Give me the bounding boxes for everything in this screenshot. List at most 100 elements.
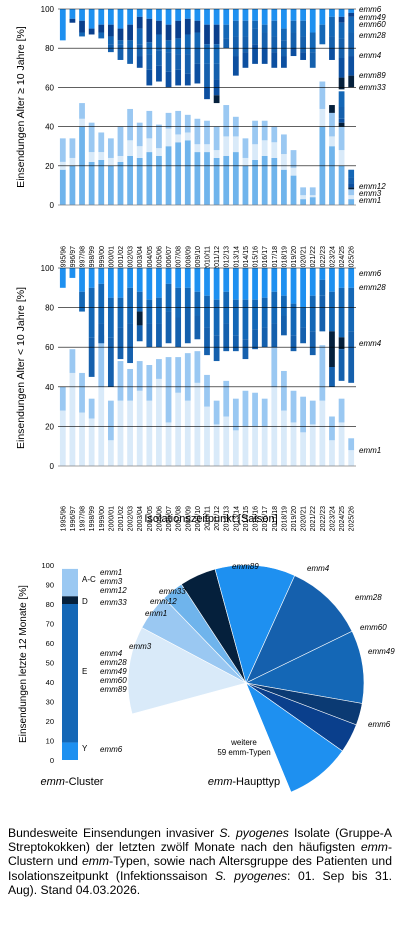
chart2-xtick-label: 2000/01 (108, 506, 115, 531)
chart2-xtick-label: 2001/02 (118, 506, 125, 531)
bar-segment-emm1 (156, 156, 162, 205)
bar-segment-emm4 (261, 32, 268, 49)
chart1-xtick-label: 2006/07 (166, 246, 173, 271)
bar-segment-emm4 (319, 295, 326, 332)
cluster-segment-E (62, 604, 78, 743)
chart3-ytick-label: 10 (46, 737, 54, 746)
chart3-y-axis-title: Einsendungen letzte 12 Monate [%] (18, 585, 29, 743)
bar-segment-emm6 (204, 268, 210, 296)
bar-segment-emm1 (290, 175, 297, 205)
chart3-ytick-label: 80 (46, 600, 54, 609)
bar-segment-emm28 (309, 32, 316, 53)
chart1-xtick-label: 1995/96 (60, 246, 67, 271)
bar-segment-emm28 (348, 16, 355, 33)
chart1-xtick-label: 2017/18 (272, 246, 279, 271)
bar-segment-emm4 (281, 315, 287, 336)
bar-segment-emm12 (184, 114, 191, 133)
chart1-xtick-label: 2003/04 (137, 246, 144, 271)
bar-segment-emm28 (329, 291, 335, 332)
chart2-xtick-label: 2018/19 (281, 506, 288, 531)
chart3-ytick-label: 0 (50, 756, 54, 765)
bar-segment-emm12 (117, 361, 124, 401)
chart4-title: emm-Haupttyp (208, 776, 280, 788)
bar-segment-emm6 (165, 9, 172, 25)
bar-segment-emm4 (300, 327, 307, 344)
bar-segment-emm49 (127, 24, 133, 41)
bar-segment-emm28 (146, 299, 153, 324)
bar-segment-emm33 (213, 95, 220, 104)
bar-segment-emm12 (223, 380, 230, 417)
bar-segment-emm1 (165, 422, 172, 466)
bar-segment-emm89 (136, 56, 143, 68)
bar-segment-emm3 (290, 167, 297, 176)
bar-segment-emm89 (290, 48, 297, 57)
bar-segment-emm6 (271, 9, 278, 21)
chart1-xtick-label: 2025/26 (349, 246, 356, 271)
chart2-xtick-label: 2005/06 (156, 506, 163, 531)
bar-segment-emm6 (348, 268, 355, 288)
chart3-ytick-label: 90 (46, 581, 54, 590)
bar-segment-emm4 (194, 315, 201, 340)
bar-segment-emm6 (309, 268, 316, 296)
chart2-xtick-label: 2002/03 (128, 506, 135, 531)
bar-segment-emm33 (136, 311, 143, 326)
chart2-xtick-label: 2009/10 (195, 506, 202, 531)
bar-segment-emm3 (156, 148, 162, 156)
bar-segment-emm49 (184, 18, 191, 35)
bar-segment-emm1 (309, 424, 316, 466)
bar-segment-emm3 (223, 136, 230, 156)
bar-segment-emm12 (242, 390, 249, 427)
bar-segment-emm6 (165, 268, 172, 284)
bar-segment-emm89 (271, 52, 278, 68)
bar-segment-emm28 (232, 299, 239, 336)
bar-segment-emm6 (252, 9, 258, 21)
bar-segment-emm1 (319, 400, 326, 466)
bar-segment-emm6 (242, 268, 249, 300)
bar-segment-emm1 (146, 400, 153, 466)
bar-segment-emm4 (300, 36, 307, 53)
bar-segment-emm28 (136, 291, 143, 312)
bar-segment-emm33 (348, 187, 355, 190)
chart1-xtick-label: 2018/19 (281, 246, 288, 271)
bar-segment-emm28 (184, 34, 191, 55)
bar-segment-emm4 (242, 36, 249, 53)
bar-segment-emm1 (146, 152, 153, 205)
bar-segment-emm3 (146, 138, 153, 153)
chart1-xtick-label: 2012/13 (224, 246, 231, 271)
pie-label-weitere-count: 59 emm-Typen (217, 748, 270, 757)
bar-segment-emm3 (213, 150, 220, 158)
legend-label-emm6: emm6 (359, 269, 382, 278)
bar-segment-emm1 (348, 450, 355, 466)
bar-segment-emm4 (175, 317, 182, 348)
bar-segment-emm12 (98, 132, 105, 153)
bar-segment-emm3 (184, 132, 191, 141)
bar-segment-emm1 (79, 412, 85, 466)
chart2-xtick-label: 2016/17 (262, 506, 269, 531)
chart2-xtick-label: 2024/25 (339, 506, 346, 531)
cluster-member-emm60: emm60 (100, 676, 127, 685)
cluster-label-Y: Y (82, 744, 88, 753)
bar-segment-emm1 (261, 426, 268, 466)
pie-slice-emm4 (245, 575, 353, 684)
bar-segment-emm3 (232, 136, 239, 153)
bar-segment-emm28 (252, 299, 258, 330)
bar-segment-emm3 (88, 152, 95, 162)
bar-segment-emm1 (69, 372, 76, 466)
chart1-xtick-label: 1996/97 (70, 246, 77, 271)
bar-segment-emm12 (194, 118, 201, 145)
bar-segment-emm12 (175, 110, 182, 135)
bar-segment-emm28 (156, 34, 162, 51)
caption-species-2: S. pyogenes (214, 868, 287, 883)
bar-segment-emm1 (329, 440, 335, 466)
bar-segment-emm49 (88, 28, 95, 35)
bar-segment-emm6 (59, 268, 66, 288)
bar-segment-emm12 (213, 126, 220, 151)
cluster-member-emm4: emm4 (100, 649, 123, 658)
bar-segment-emm4 (329, 367, 335, 387)
bar-segment-emm6 (136, 268, 143, 292)
bar-segment-emm12 (290, 150, 297, 168)
bar-segment-emm28 (107, 36, 114, 45)
pie-label-emm1: emm1 (145, 609, 167, 618)
bar-segment-emm1 (223, 156, 230, 205)
chart1-xtick-label: 2020/21 (301, 246, 308, 271)
